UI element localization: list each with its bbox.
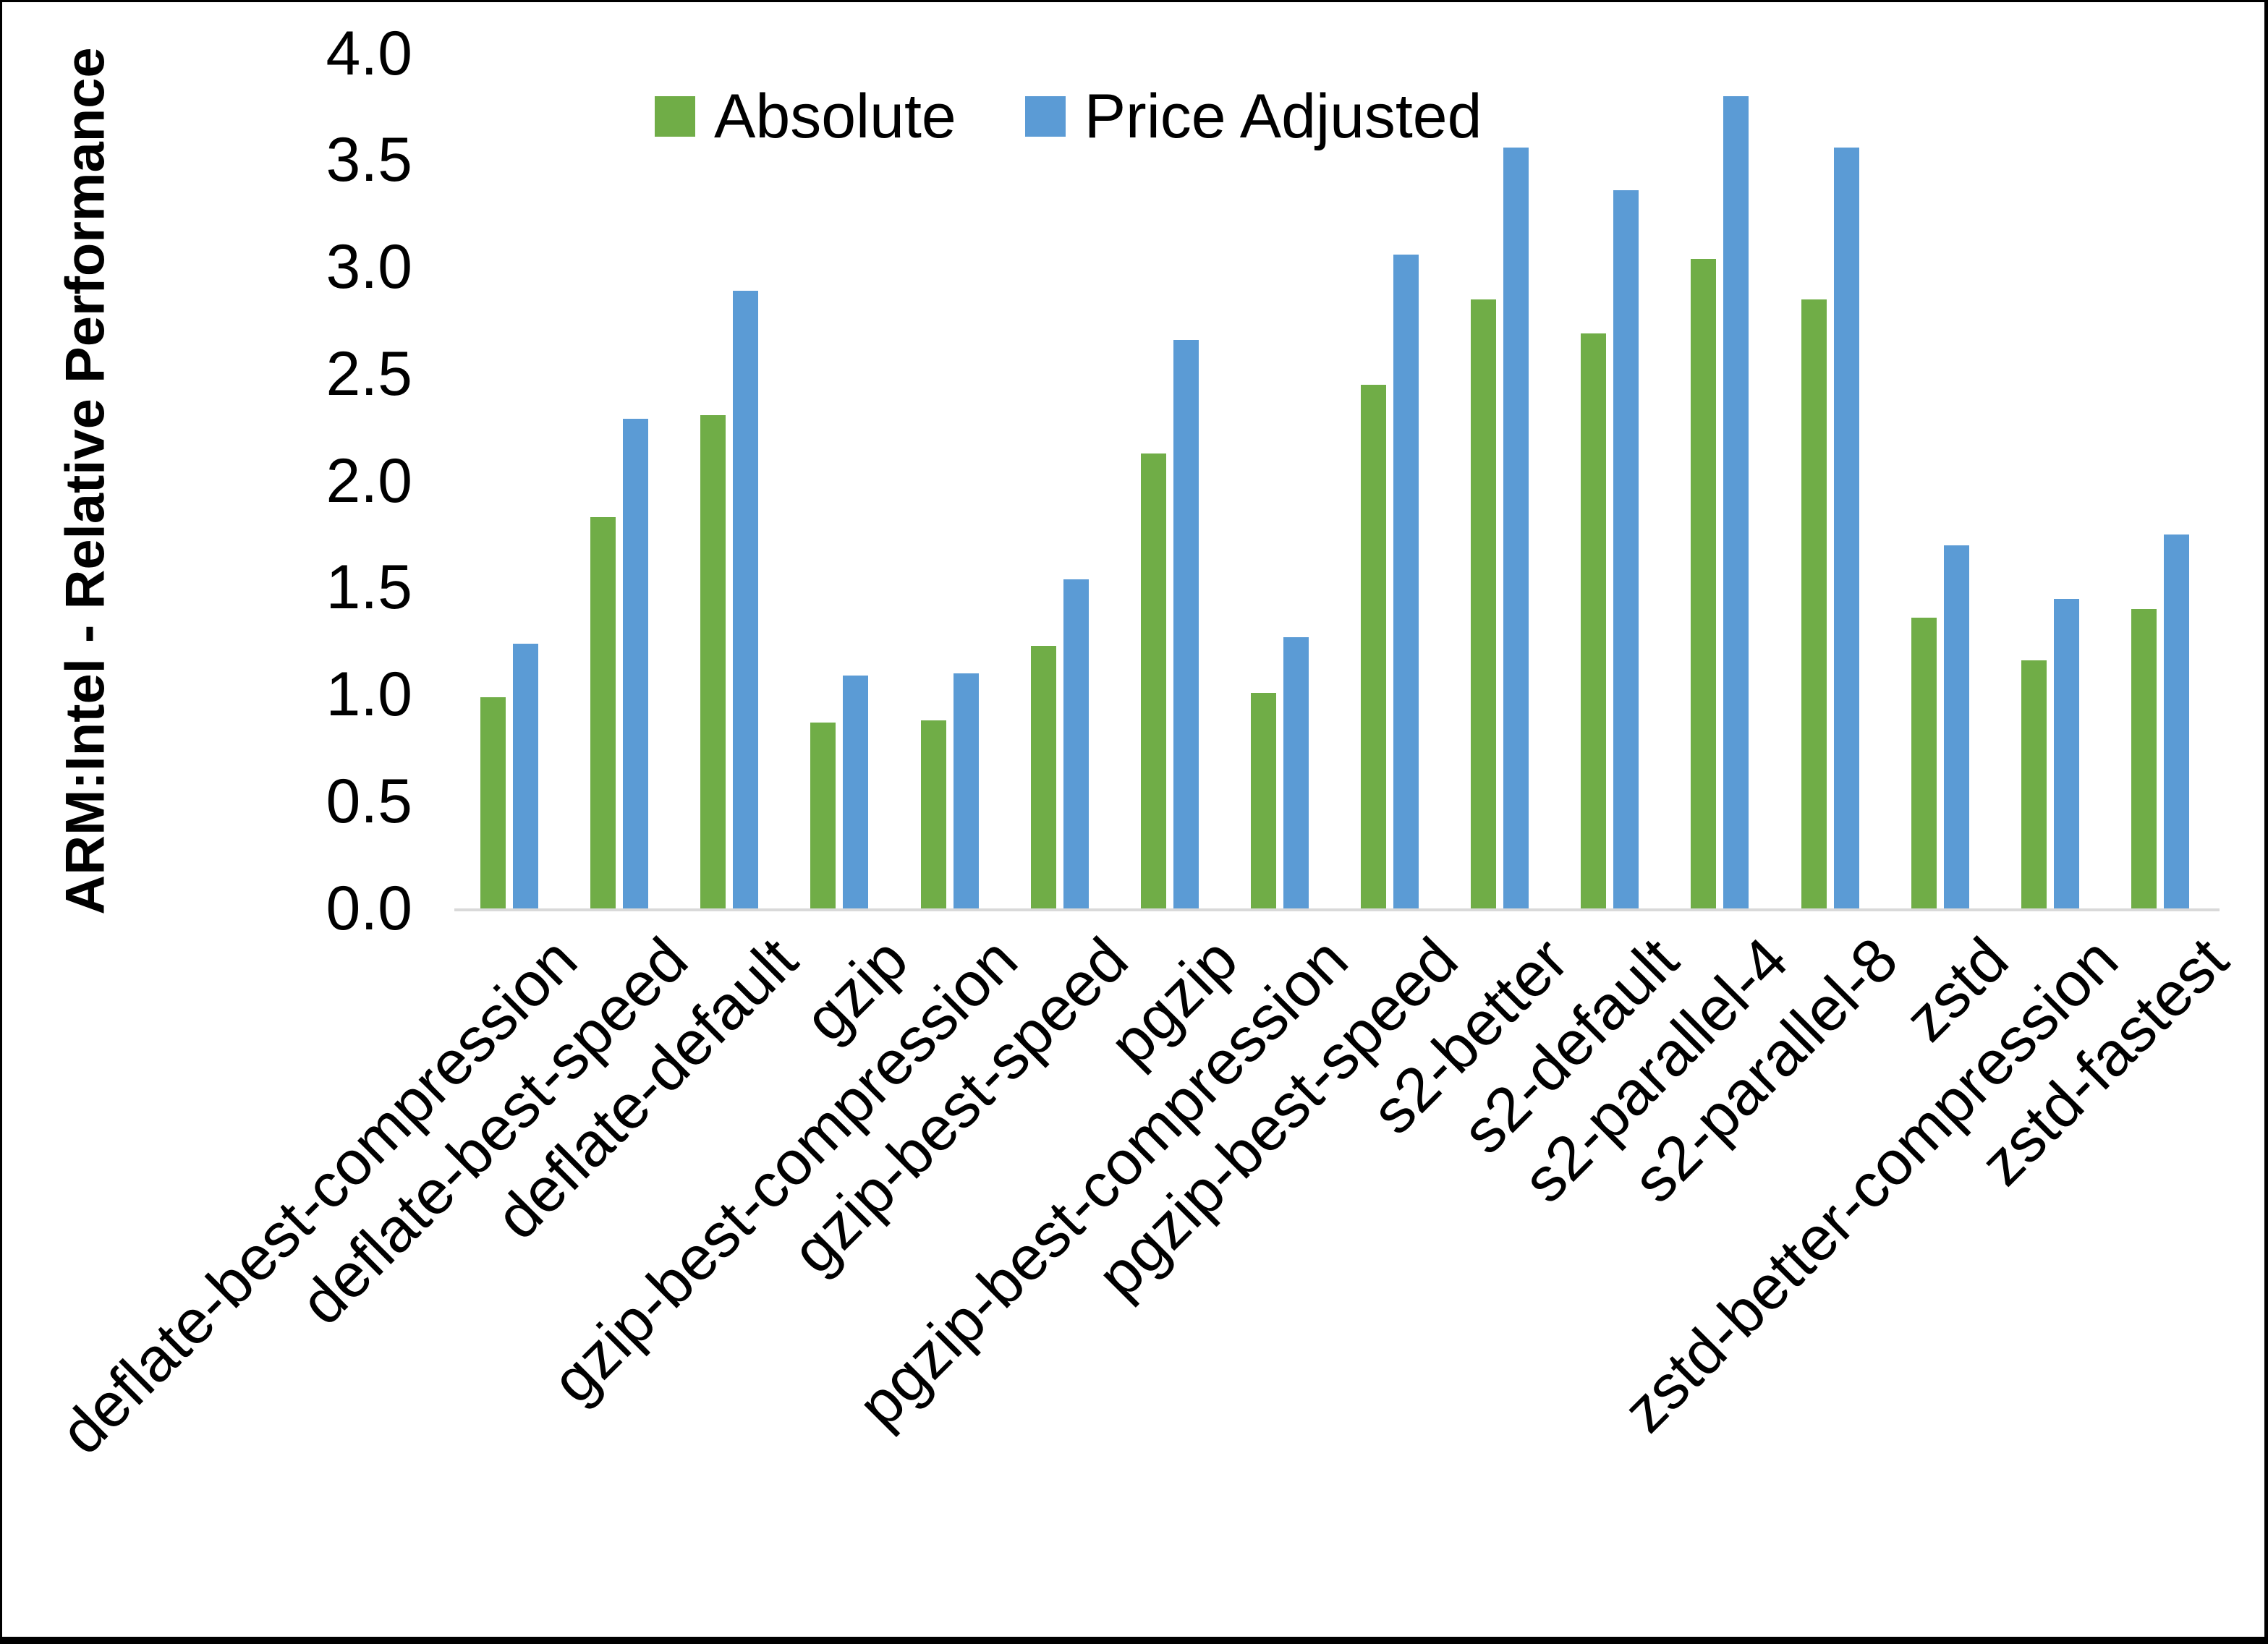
- y-tick-label: 3.5: [326, 125, 412, 195]
- y-tick-label: 1.5: [326, 553, 412, 623]
- bar-price-adjusted-pgzip-best-speed: [1393, 254, 1419, 911]
- bar-price-adjusted-gzip: [843, 676, 869, 911]
- bar-absolute-s2-parallel-4: [1691, 258, 1717, 911]
- bar-absolute-s2-parallel-8: [1801, 299, 1827, 911]
- bar-price-adjusted-deflate-best-speed: [623, 419, 649, 911]
- bar-price-adjusted-deflate-default: [733, 291, 759, 911]
- bar-absolute-gzip-best-speed: [1030, 645, 1056, 911]
- bar-absolute-gzip: [810, 723, 836, 911]
- bar-absolute-gzip-best-compression: [920, 720, 946, 911]
- bar-absolute-s2-default: [1581, 333, 1607, 911]
- bar-price-adjusted-pgzip-best-compression: [1283, 636, 1309, 911]
- bar-absolute-deflate-default: [700, 414, 726, 911]
- y-tick-label: 0.5: [326, 766, 412, 836]
- frame-top-border: [0, 0, 2268, 2]
- bar-price-adjusted-gzip-best-compression: [953, 673, 979, 911]
- y-tick-label: 2.5: [326, 338, 412, 409]
- legend-swatch-price-adjusted-icon: [1024, 96, 1066, 137]
- x-axis-line: [454, 908, 2220, 911]
- legend: Absolute Price Adjusted: [655, 85, 1482, 148]
- y-tick-label: 2.0: [326, 446, 412, 516]
- bar-price-adjusted-zstd: [1943, 545, 1969, 911]
- bar-price-adjusted-s2-better: [1503, 148, 1529, 911]
- frame-right-border: [2264, 0, 2268, 1644]
- legend-label-price-adjusted: Price Adjusted: [1084, 82, 1482, 151]
- bar-price-adjusted-s2-default: [1613, 190, 1639, 911]
- bar-price-adjusted-zstd-better-compression: [2053, 598, 2079, 911]
- bar-absolute-deflate-best-speed: [590, 517, 616, 911]
- bar-absolute-zstd-better-compression: [2021, 660, 2047, 911]
- legend-item-absolute: Absolute: [655, 85, 956, 148]
- bar-absolute-zstd: [1911, 618, 1937, 911]
- y-tick-label: 0.0: [326, 873, 412, 943]
- frame-bottom-border: [0, 1637, 2268, 1644]
- y-tick-label: 3.0: [326, 232, 412, 302]
- legend-swatch-absolute-icon: [655, 96, 695, 137]
- bar-absolute-s2-better: [1471, 299, 1497, 911]
- plot-area: [454, 56, 2215, 911]
- y-tick-label: 1.0: [326, 660, 412, 730]
- bar-price-adjusted-deflate-best-compression: [513, 643, 538, 911]
- bar-absolute-pgzip-best-speed: [1361, 385, 1386, 911]
- bar-price-adjusted-s2-parallel-4: [1723, 96, 1749, 911]
- bar-absolute-pgzip: [1140, 453, 1166, 911]
- frame-left-border: [0, 0, 2, 1644]
- bar-price-adjusted-pgzip: [1173, 340, 1199, 911]
- legend-label-absolute: Absolute: [714, 82, 956, 151]
- bar-absolute-pgzip-best-compression: [1250, 692, 1276, 911]
- bar-price-adjusted-s2-parallel-8: [1833, 148, 1859, 911]
- bar-absolute-zstd-fastest: [2131, 609, 2157, 911]
- bar-absolute-deflate-best-compression: [480, 697, 506, 911]
- y-axis-title: ARM:Intel - Relative Performance: [54, 47, 116, 915]
- y-tick-label: 4.0: [326, 18, 412, 88]
- bar-price-adjusted-gzip-best-speed: [1063, 579, 1089, 911]
- bar-price-adjusted-zstd-fastest: [2163, 534, 2189, 911]
- legend-item-price-adjusted: Price Adjusted: [1024, 82, 1482, 151]
